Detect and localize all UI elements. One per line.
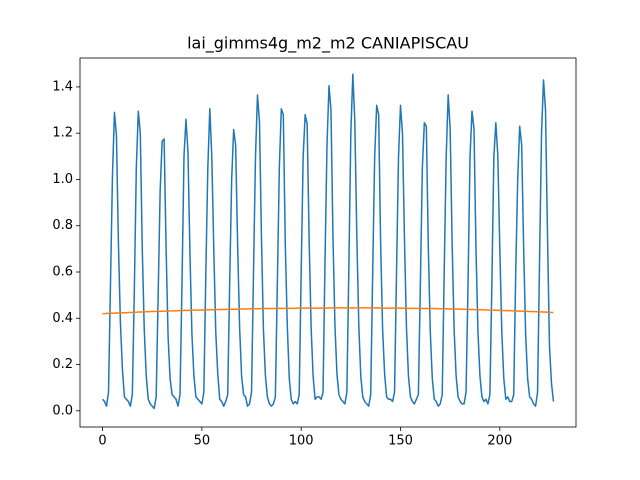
y-tick-label: 1.2 bbox=[52, 126, 73, 141]
plot-frame bbox=[79, 57, 577, 428]
y-tick-label: 0.2 bbox=[52, 357, 73, 372]
y-tick-label: 0.0 bbox=[52, 403, 73, 418]
x-tick-label: 100 bbox=[289, 434, 314, 449]
y-tick-label: 1.4 bbox=[52, 79, 73, 94]
x-tick-label: 200 bbox=[487, 434, 512, 449]
y-tick-label: 0.4 bbox=[52, 311, 73, 326]
y-tick-label: 0.6 bbox=[52, 264, 73, 279]
line-series bbox=[101, 73, 555, 410]
x-tick-label: 50 bbox=[194, 434, 211, 449]
x-tick-label: 150 bbox=[388, 434, 413, 449]
chart-title: lai_gimms4g_m2_m2 CANIAPISCAU bbox=[187, 34, 469, 54]
line-series bbox=[102, 307, 554, 315]
y-tick-label: 0.8 bbox=[52, 218, 73, 233]
x-tick-label: 0 bbox=[98, 434, 106, 449]
y-tick-label: 1.0 bbox=[52, 172, 73, 187]
